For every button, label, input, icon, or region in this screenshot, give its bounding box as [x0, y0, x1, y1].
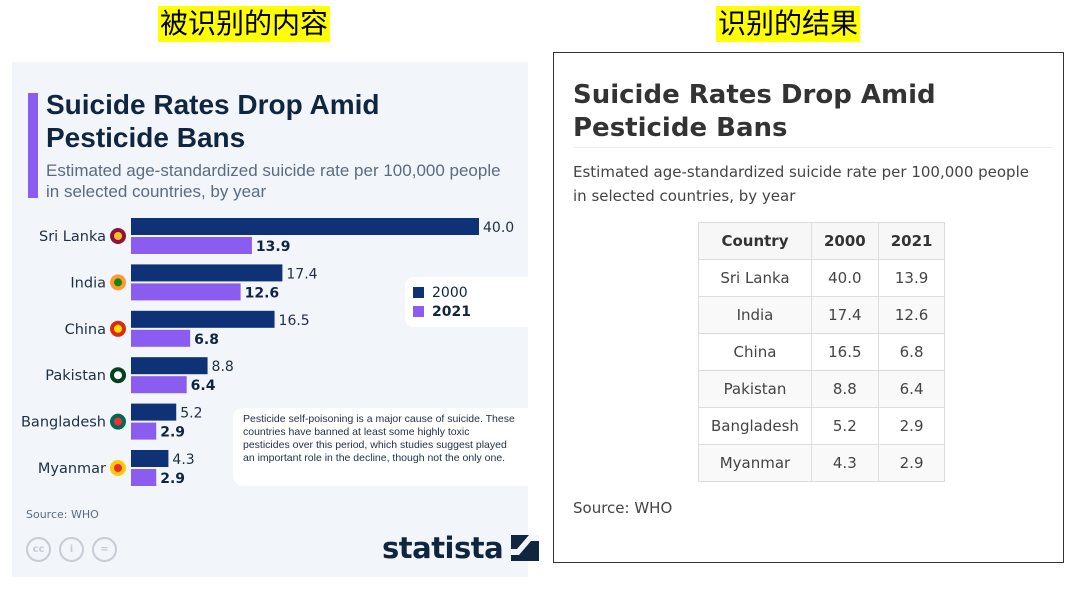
bar-2021 [131, 422, 157, 440]
category-label: China [65, 322, 106, 338]
chart-source: Source: WHO [26, 508, 99, 521]
column-header: Country [698, 222, 812, 260]
data-label: 12.6 [245, 285, 280, 301]
table-cell: 16.5 [810, 333, 879, 371]
table-cell: 4.3 [810, 444, 879, 482]
table-source: Source: WHO [573, 499, 673, 517]
table-cell: China [698, 333, 812, 371]
table-row: Sri Lanka 40.0 13.9 [698, 259, 946, 297]
bar-2000 [131, 310, 275, 328]
table-subtitle: Estimated age-standardized suicide rate … [573, 163, 1029, 205]
chart-subtitle: Estimated age-standardized suicide rate … [46, 161, 501, 201]
flag-icon-detail [114, 278, 122, 287]
table-title: Suicide Rates Drop Amid Pesticide Bans [573, 79, 1053, 148]
legend-label: 2000 [432, 284, 468, 301]
table-cell: Myanmar [698, 444, 812, 482]
annotation-note: Pesticide self-poisoning is a major caus… [233, 408, 528, 486]
category-label: India [70, 275, 106, 291]
legend-label: 2021 [432, 303, 471, 320]
bar-2000 [131, 264, 283, 282]
data-label: 6.8 [194, 332, 219, 348]
legend: 2000 2021 [405, 277, 528, 327]
data-label: 17.4 [286, 266, 317, 282]
table-cell: 6.4 [877, 370, 946, 408]
legend-item-2000: 2000 [413, 283, 520, 302]
flag-icon-detail [114, 464, 122, 472]
table-panel: Suicide Rates Drop Amid Pesticide Bans E… [553, 52, 1064, 563]
category-label: Bangladesh [21, 415, 106, 431]
data-label: 16.5 [279, 313, 310, 329]
data-label: 8.8 [212, 359, 234, 375]
category-label: Pakistan [45, 368, 106, 384]
bar-2000 [131, 218, 479, 235]
bar-2021 [131, 469, 157, 486]
right-caption: 识别的结果 [716, 6, 861, 42]
table-row: Bangladesh 5.2 2.9 [698, 407, 946, 445]
table-row: Pakistan 8.8 6.4 [698, 370, 946, 408]
data-label: 13.9 [256, 239, 291, 255]
table-cell: 2.9 [877, 407, 946, 445]
column-header: 2000 [810, 222, 879, 260]
cc-icon: cc [26, 537, 51, 562]
flag-icon-detail [114, 417, 122, 426]
category-label: Myanmar [38, 461, 106, 477]
data-label: 6.4 [191, 378, 216, 394]
data-label: 2.9 [160, 471, 185, 487]
table-cell: 2.9 [877, 444, 946, 482]
flag-icon-detail [114, 371, 122, 380]
table-cell: Sri Lanka [698, 259, 812, 297]
flag-icon-detail [114, 324, 122, 333]
table-row: India 17.4 12.6 [698, 296, 946, 334]
legend-item-2021: 2021 [413, 302, 520, 321]
table-cell: India [698, 296, 812, 334]
column-header: 2021 [877, 222, 946, 260]
table-cell: 6.8 [877, 333, 946, 371]
table-cell: 40.0 [810, 259, 879, 297]
data-label: 5.2 [180, 406, 202, 422]
attribution-icon: i [59, 537, 84, 562]
data-label: 40.0 [483, 220, 514, 236]
bar-2021 [131, 329, 191, 347]
table-cell: 17.4 [810, 296, 879, 334]
data-label: 4.3 [172, 452, 194, 468]
table-cell: Pakistan [698, 370, 812, 408]
bar-2000 [131, 403, 177, 421]
chart-title: Suicide Rates Drop Amid Pesticide Bans [46, 89, 380, 153]
bar-2021 [131, 237, 252, 254]
legend-swatch [413, 306, 424, 317]
legend-swatch [413, 287, 424, 298]
table-cell: 12.6 [877, 296, 946, 334]
category-label: Sri Lanka [39, 229, 106, 245]
table-cell: 13.9 [877, 259, 946, 297]
title-accent-bar [28, 93, 38, 198]
bar-chart: Sri Lanka 40.0 13.9 India 17.4 12.6 China 16.5 6… [21, 218, 514, 487]
table-row: Myanmar 4.3 2.9 [698, 444, 946, 482]
table-cell: Bangladesh [698, 407, 812, 445]
table-cell: 5.2 [810, 407, 879, 445]
bar-2000 [131, 450, 169, 467]
brand-text: statista [382, 531, 504, 565]
bar-2021 [131, 283, 241, 301]
license-icons: cc i = [26, 537, 117, 562]
bar-2021 [131, 376, 187, 394]
data-table: Country 2000 2021 Sri Lanka 40.0 13.9 India 17… [698, 222, 946, 482]
table-cell: 8.8 [810, 370, 879, 408]
flag-icon-detail [114, 232, 122, 240]
no-derivatives-icon: = [92, 537, 117, 562]
bar-2000 [131, 357, 208, 375]
table-row: China 16.5 6.8 [698, 333, 946, 371]
statista-logo: statista [382, 531, 540, 565]
data-label: 2.9 [160, 425, 185, 441]
left-caption: 被识别的内容 [158, 6, 331, 42]
statista-logo-icon [511, 535, 540, 561]
